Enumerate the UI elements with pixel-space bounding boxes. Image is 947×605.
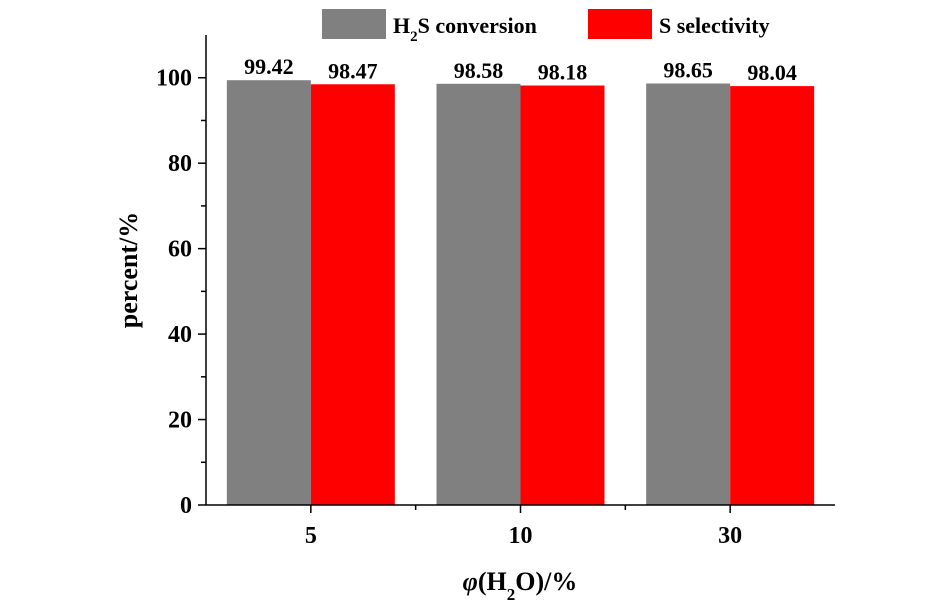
x-tick-label-30: 30 bbox=[718, 523, 742, 549]
y-tick-label-20: 20 bbox=[168, 408, 192, 434]
legend-swatch-h2s-conversion bbox=[322, 9, 386, 39]
y-tick-label-0: 0 bbox=[180, 493, 192, 519]
x-ticks-group: 5 10 30 bbox=[305, 505, 742, 549]
data-label-s-selectivity-10: 98.18 bbox=[538, 60, 588, 85]
data-label-h2s-conversion-5: 99.42 bbox=[244, 54, 294, 79]
y-axis: 0 20 40 60 80 100 bbox=[156, 35, 207, 519]
data-labels-group: 99.42 98.47 98.58 98.18 98.65 98.04 bbox=[244, 54, 797, 85]
x-tick-label-10: 10 bbox=[509, 523, 533, 549]
bar-h2s-conversion-5 bbox=[226, 80, 311, 506]
x-tick-label-5: 5 bbox=[305, 523, 317, 549]
legend-label-h2s-conversion: H2S conversion bbox=[393, 13, 537, 45]
y-tick-label-100: 100 bbox=[156, 66, 192, 92]
x-axis-title: φ(H2O)/% bbox=[463, 567, 578, 604]
bars-group bbox=[226, 80, 815, 506]
bar-s-selectivity-30 bbox=[730, 86, 815, 506]
data-label-h2s-conversion-30: 98.65 bbox=[663, 57, 713, 82]
bar-s-selectivity-5 bbox=[310, 84, 395, 506]
y-tick-label-40: 40 bbox=[168, 322, 192, 348]
data-label-s-selectivity-30: 98.04 bbox=[747, 60, 797, 85]
x-axis: 5 10 30 bbox=[206, 504, 835, 549]
y-axis-title: percent/% bbox=[114, 212, 143, 329]
bar-h2s-conversion-10 bbox=[436, 83, 521, 505]
legend: H2S conversion S selectivity bbox=[322, 9, 770, 45]
y-tick-label-80: 80 bbox=[168, 151, 192, 177]
data-label-s-selectivity-5: 98.47 bbox=[328, 58, 378, 83]
y-ticks-group: 0 20 40 60 80 100 bbox=[156, 66, 206, 519]
data-label-h2s-conversion-10: 98.58 bbox=[454, 58, 504, 83]
legend-label-s-selectivity: S selectivity bbox=[659, 13, 770, 38]
bar-h2s-conversion-30 bbox=[646, 83, 731, 505]
legend-swatch-s-selectivity bbox=[588, 9, 652, 39]
bar-s-selectivity-10 bbox=[520, 85, 605, 506]
y-tick-label-60: 60 bbox=[168, 237, 192, 263]
